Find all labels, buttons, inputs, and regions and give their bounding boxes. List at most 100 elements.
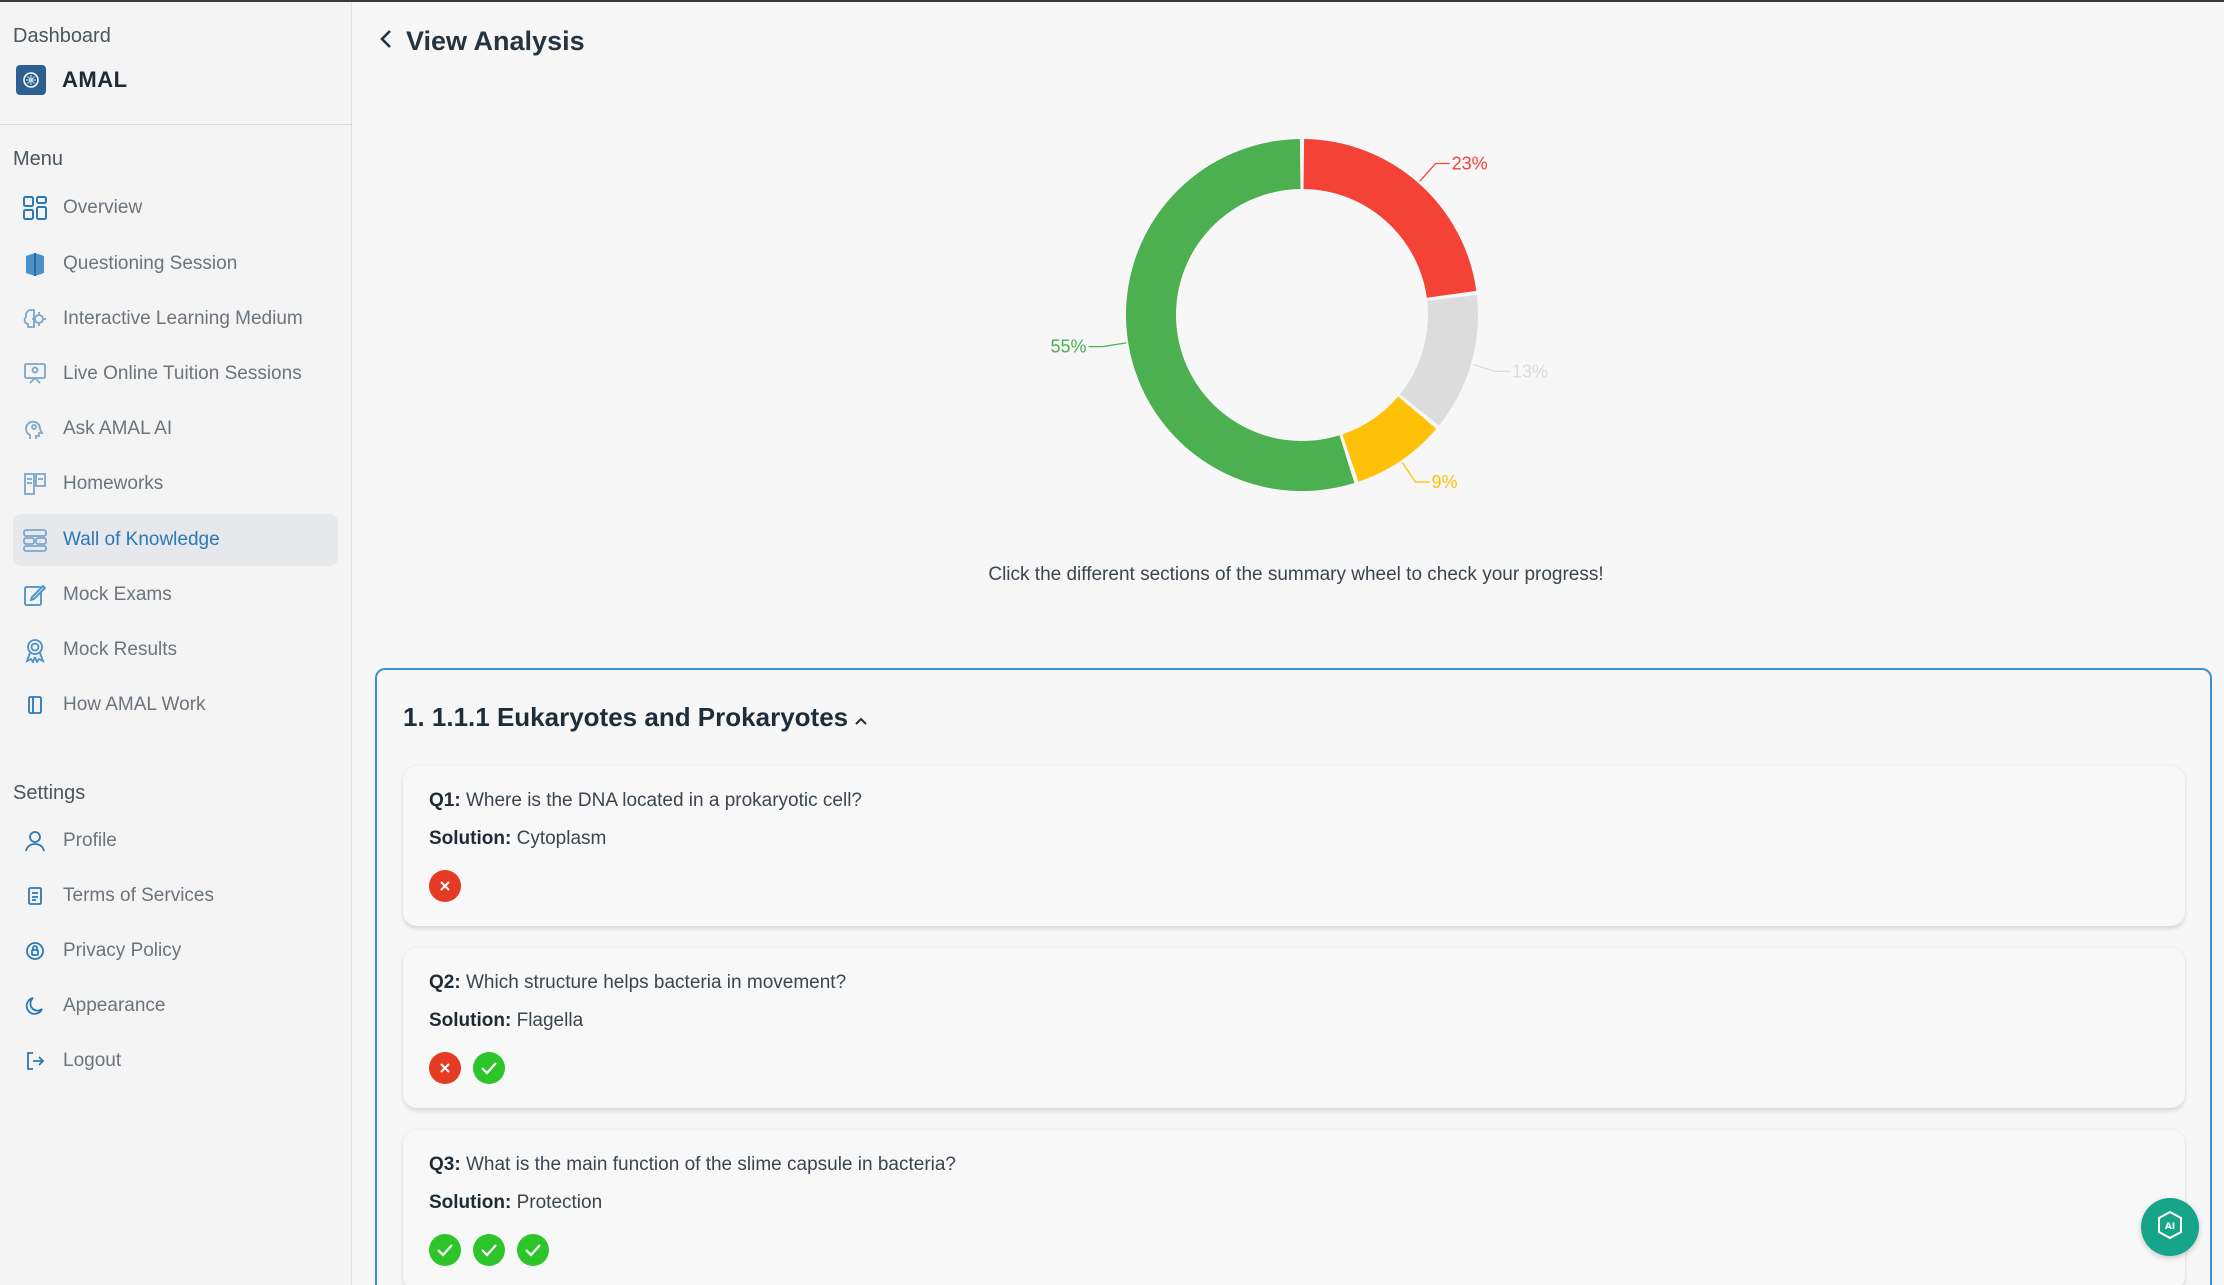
sidebar-item-label: Terms of Services (63, 885, 214, 906)
sidebar-item-label: Homeworks (63, 473, 164, 494)
sidebar-item-label: Interactive Learning Medium (63, 308, 303, 329)
donut-label: 13% (1512, 361, 1548, 381)
question-card: Q1: Where is the DNA located in a prokar… (403, 766, 2185, 926)
dashboard-label: Dashboard (13, 25, 111, 47)
user-icon (19, 825, 51, 857)
correct-attempt-icon (429, 1234, 461, 1266)
sidebar-item-logout[interactable]: Logout (13, 1035, 338, 1087)
attempt-marks (429, 1234, 549, 1266)
chart-caption: Click the different sections of the summ… (0, 564, 2224, 586)
notebook-icon (19, 689, 51, 721)
page-title: View Analysis (406, 26, 585, 56)
attempt-marks (429, 870, 461, 902)
donut-label: 9% (1432, 472, 1458, 492)
sidebar: Dashboard AMAL Menu Overview Questioning… (0, 2, 352, 1285)
sidebar-item-label: Ask AMAL AI (63, 418, 173, 439)
homework-icon (19, 468, 51, 500)
sidebar-item-label: Profile (63, 830, 117, 851)
donut-label-leader (1472, 364, 1510, 373)
summary-wheel: 23% 13% 9% 55% (1040, 120, 1580, 520)
sidebar-item-label: Overview (63, 197, 143, 218)
topic-panel: 1. 1.1.1 Eukaryotes and Prokaryotes Q1: … (375, 668, 2212, 1285)
sidebar-item-label: Logout (63, 1050, 122, 1071)
topic-header[interactable]: 1. 1.1.1 Eukaryotes and Prokaryotes (403, 702, 868, 733)
solution-text: Protection (516, 1192, 603, 1213)
sidebar-item-mock-results[interactable]: Mock Results (13, 624, 338, 676)
sidebar-item-interactive-learning-medium[interactable]: Interactive Learning Medium (13, 293, 338, 345)
exam-pencil-icon (19, 579, 51, 611)
sidebar-item-ask-amal-ai[interactable]: Ask AMAL AI (13, 403, 338, 455)
question-text-line: Q3: What is the main function of the sli… (429, 1154, 956, 1176)
document-icon (19, 880, 51, 912)
question-text-line: Q2: Which structure helps bacteria in mo… (429, 972, 846, 994)
question-card: Q2: Which structure helps bacteria in mo… (403, 948, 2185, 1108)
solution-line: Solution: Protection (429, 1192, 602, 1214)
solution-label: Solution: (429, 828, 512, 849)
ai-head-icon (19, 413, 51, 445)
logout-icon (19, 1045, 51, 1077)
sidebar-item-wall-of-knowledge[interactable]: Wall of Knowledge (13, 514, 338, 566)
question-text-line: Q1: Where is the DNA located in a prokar… (429, 790, 862, 812)
wrong-attempt-icon (429, 870, 461, 902)
sidebar-item-terms-of-services[interactable]: Terms of Services (13, 870, 338, 922)
donut-slice-55[interactable] (1126, 139, 1355, 491)
chevron-up-icon (854, 702, 868, 733)
presentation-icon (19, 358, 51, 390)
donut-slice-23[interactable] (1303, 139, 1477, 298)
solution-text: Cytoplasm (516, 828, 607, 849)
question-card: Q3: What is the main function of the sli… (403, 1130, 2185, 1285)
wrong-attempt-icon (429, 1052, 461, 1084)
chevron-left-icon (378, 28, 394, 55)
sidebar-item-how-amal-work[interactable]: How AMAL Work (13, 679, 338, 731)
moon-icon (19, 990, 51, 1022)
ai-assistant-button[interactable]: AI (2141, 1198, 2199, 1256)
sidebar-item-questioning-session[interactable]: Questioning Session (13, 238, 338, 290)
sidebar-item-label: How AMAL Work (63, 694, 206, 715)
sidebar-item-label: Privacy Policy (63, 940, 182, 961)
sidebar-item-appearance[interactable]: Appearance (13, 980, 338, 1032)
donut-label-leader (1088, 342, 1127, 348)
donut-slice-13[interactable] (1400, 295, 1478, 426)
donut-label-leader (1419, 162, 1450, 182)
sidebar-item-label: Wall of Knowledge (63, 529, 220, 550)
solution-line: Solution: Flagella (429, 1010, 583, 1032)
grid-icon (19, 192, 51, 224)
menu-label: Menu (13, 148, 64, 170)
sidebar-item-mock-exams[interactable]: Mock Exams (13, 569, 338, 621)
donut-label-leader (1401, 461, 1430, 483)
solution-line: Solution: Cytoplasm (429, 828, 606, 850)
sidebar-item-label: Live Online Tuition Sessions (63, 363, 302, 384)
sidebar-item-live-online-tuition[interactable]: Live Online Tuition Sessions (13, 348, 338, 400)
sidebar-item-label: Appearance (63, 995, 166, 1016)
attempt-marks (429, 1052, 505, 1084)
question-number: Q3: (429, 1154, 461, 1175)
brain-gear-icon (19, 303, 51, 335)
sidebar-item-profile[interactable]: Profile (13, 815, 338, 867)
donut-label: 23% (1452, 153, 1488, 173)
sidebar-item-homeworks[interactable]: Homeworks (13, 458, 338, 510)
lock-icon (19, 935, 51, 967)
sidebar-item-overview[interactable]: Overview (13, 182, 338, 234)
question-text: Where is the DNA located in a prokaryoti… (465, 790, 862, 811)
sidebar-item-label: Mock Exams (63, 584, 172, 605)
book-icon (19, 248, 51, 280)
question-number: Q2: (429, 972, 461, 993)
back-button[interactable]: View Analysis (378, 26, 585, 57)
ai-assistant-icon: AI (2153, 1208, 2187, 1247)
solution-label: Solution: (429, 1010, 512, 1031)
settings-label: Settings (13, 782, 86, 804)
question-number: Q1: (429, 790, 461, 811)
summary-wheel-svg: 23% 13% 9% 55% (1050, 139, 1548, 492)
brand[interactable]: AMAL (16, 65, 128, 95)
solution-label: Solution: (429, 1192, 512, 1213)
donut-slice-9[interactable] (1342, 396, 1437, 482)
sidebar-item-label: Questioning Session (63, 253, 238, 274)
amal-logo-icon (16, 65, 46, 95)
chart-caption-text: Click the different sections of the summ… (988, 564, 1604, 585)
sidebar-item-label: Mock Results (63, 639, 178, 660)
sidebar-item-privacy-policy[interactable]: Privacy Policy (13, 925, 338, 977)
correct-attempt-icon (473, 1052, 505, 1084)
donut-label: 55% (1050, 337, 1086, 357)
top-rule (0, 0, 2224, 2)
wall-icon (19, 524, 51, 556)
